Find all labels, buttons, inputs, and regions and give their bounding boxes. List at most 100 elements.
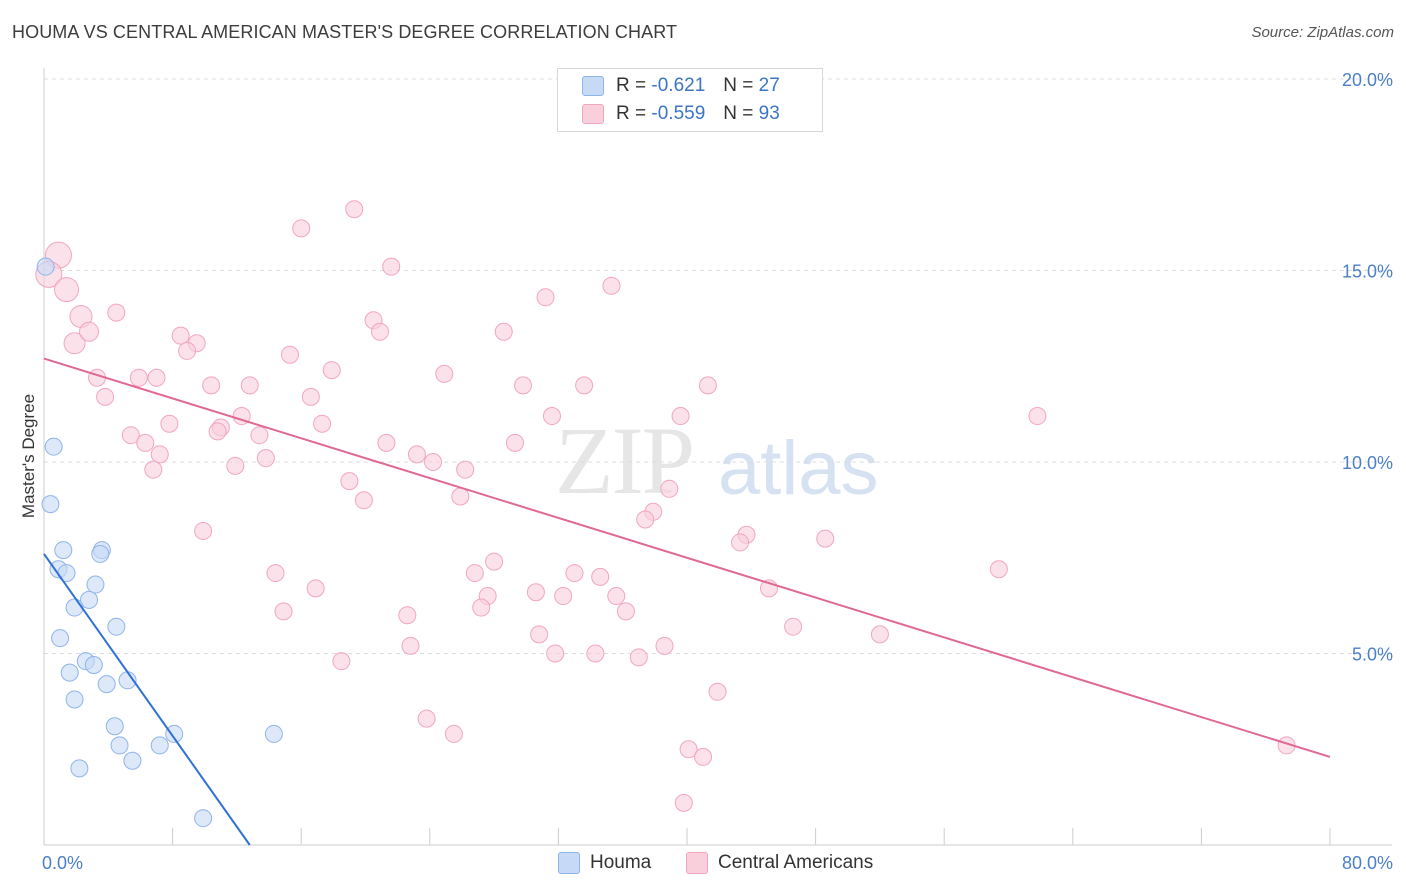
houma-point	[97, 675, 116, 694]
watermark-atlas: atlas	[718, 426, 879, 511]
legend-row-houma: R = -0.621 N = 27	[582, 73, 780, 99]
central-point	[542, 407, 561, 426]
central-point	[256, 449, 275, 468]
central-point	[679, 740, 698, 759]
central-point	[129, 368, 148, 387]
houma-point	[36, 257, 55, 276]
x-tick-label: 80.0%	[1342, 853, 1393, 873]
houma-point	[194, 809, 213, 828]
central-point	[554, 587, 573, 606]
x-tick-label: 0.0%	[42, 853, 83, 873]
houma-point	[165, 724, 184, 743]
central-americans-points	[35, 200, 1296, 812]
houma-points	[36, 257, 283, 828]
trend-lines	[43, 357, 1331, 846]
central-point	[226, 456, 245, 475]
central-point	[505, 433, 524, 452]
houma-point	[110, 736, 129, 755]
central-point	[575, 376, 594, 395]
central-point	[266, 564, 285, 583]
central-point	[160, 414, 179, 433]
central-point	[655, 636, 674, 655]
central-point	[274, 602, 293, 621]
central-point	[530, 625, 549, 644]
legend-row-central: R = -0.559 N = 93	[582, 101, 780, 127]
central-point	[565, 564, 584, 583]
central-point	[616, 602, 635, 621]
central-point	[674, 793, 693, 812]
central-point	[150, 445, 169, 464]
legend-item-houma[interactable]: Houma	[558, 852, 651, 874]
houma-trend-line	[43, 553, 251, 846]
source-label: Source: ZipAtlas.com	[1251, 24, 1394, 41]
central-point	[731, 533, 750, 552]
central-point	[202, 376, 221, 395]
central-point	[546, 644, 565, 663]
central-point	[171, 326, 190, 345]
central-point	[671, 407, 690, 426]
central-trend-line	[43, 357, 1331, 758]
legend-item-central[interactable]: Central Americans	[686, 852, 873, 874]
central-point	[240, 376, 259, 395]
central-point	[54, 277, 80, 303]
central-point	[147, 368, 166, 387]
houma-point	[54, 541, 73, 560]
central-point	[340, 472, 359, 491]
central-point	[382, 257, 401, 276]
houma-point	[84, 655, 103, 674]
tick-labels: 5.0% 10.0% 15.0% 20.0% 0.0% 80.0%	[42, 70, 1393, 873]
central-point	[354, 491, 373, 510]
central-point	[472, 598, 491, 617]
houma-point	[86, 575, 105, 594]
houma-point	[51, 629, 70, 648]
y-tick-label: 20.0%	[1342, 70, 1393, 90]
central-point	[250, 426, 269, 445]
central-r-value: -0.559	[651, 103, 706, 124]
central-point	[96, 387, 115, 406]
central-point	[121, 426, 140, 445]
central-point	[332, 652, 351, 671]
central-point	[694, 747, 713, 766]
houma-point	[105, 717, 124, 736]
central-point	[306, 579, 325, 598]
chart-title: HOUMA VS CENTRAL AMERICAN MASTER'S DEGRE…	[12, 22, 678, 42]
central-point	[636, 510, 655, 529]
central-point	[345, 200, 364, 219]
central-point	[465, 564, 484, 583]
y-tick-label: 10.0%	[1342, 453, 1393, 473]
central-point	[989, 560, 1008, 579]
central-point	[660, 479, 679, 498]
houma-point	[60, 663, 79, 682]
y-tick-label: 5.0%	[1352, 645, 1393, 665]
houma-point	[150, 736, 169, 755]
central-point	[536, 288, 555, 307]
houma-r-label: R =	[616, 75, 647, 96]
legend-central-label: Central Americans	[718, 852, 874, 873]
central-point	[708, 682, 727, 701]
central-n-label: N =	[723, 103, 754, 124]
central-point	[485, 552, 504, 571]
central-point	[586, 644, 605, 663]
legend-houma-swatch	[558, 852, 580, 874]
central-point	[870, 625, 889, 644]
central-point	[144, 460, 163, 479]
axes	[43, 68, 1392, 846]
central-point	[79, 321, 100, 342]
central-point	[313, 414, 332, 433]
legend-houma-label: Houma	[590, 852, 652, 873]
central-point	[602, 276, 621, 295]
houma-point	[70, 759, 89, 778]
houma-point	[80, 590, 99, 609]
houma-point	[123, 751, 142, 770]
central-point	[607, 587, 626, 606]
central-point	[178, 341, 197, 360]
central-swatch	[582, 104, 604, 124]
central-point	[370, 322, 389, 341]
central-point	[591, 567, 610, 586]
central-point	[1028, 407, 1047, 426]
central-point	[194, 521, 213, 540]
houma-point	[41, 495, 60, 514]
central-point	[816, 529, 835, 548]
central-point	[63, 332, 86, 355]
